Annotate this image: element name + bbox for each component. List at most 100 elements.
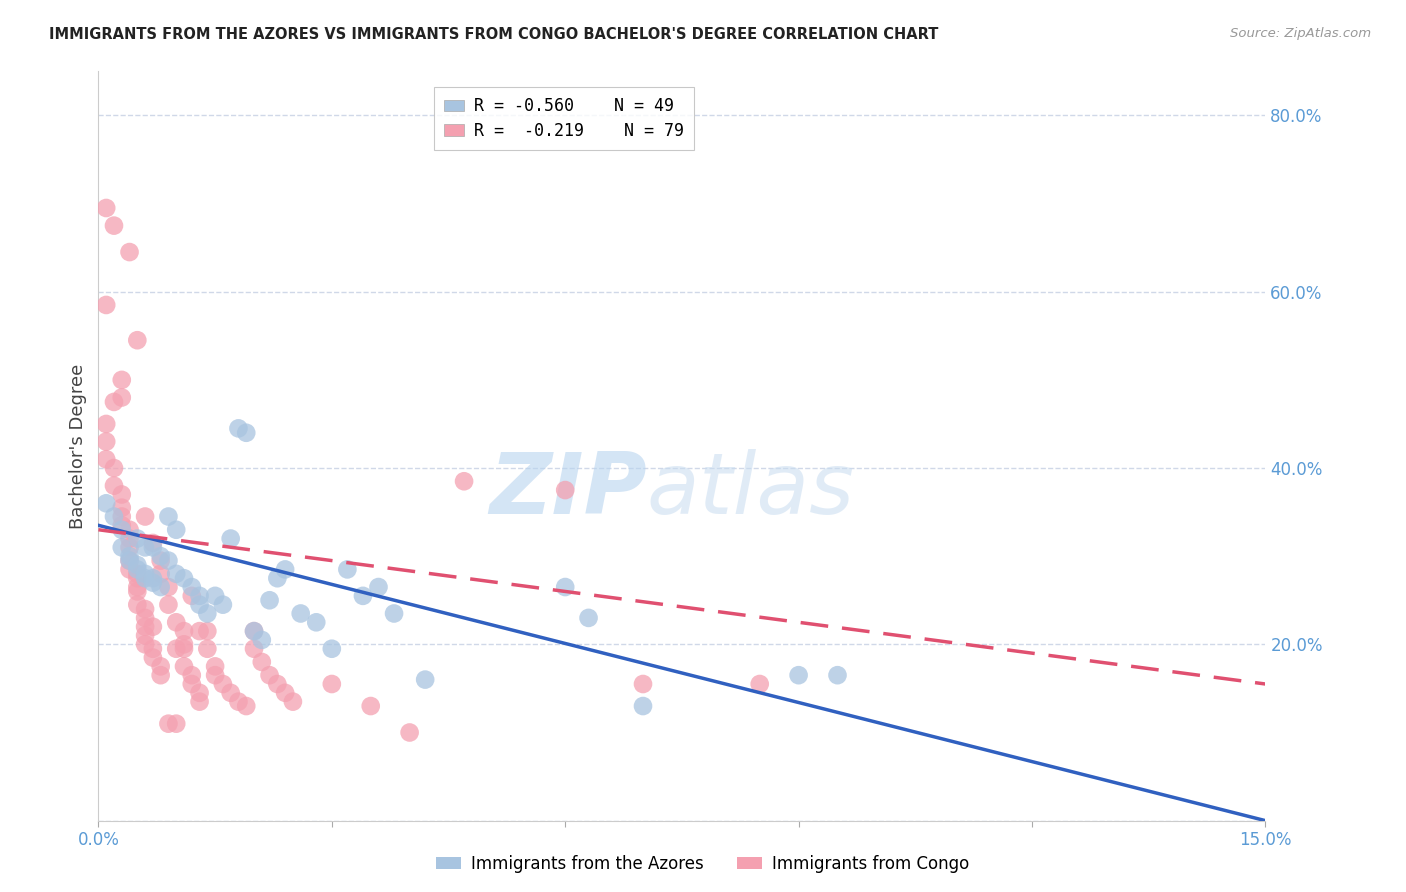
Point [157,716,180,731]
Point [188,598,211,612]
Point [149,668,172,682]
Point [165,523,187,537]
Point [188,589,211,603]
Point [111,500,134,515]
Point [188,686,211,700]
Point [142,575,165,590]
Point [165,566,187,581]
Point [103,219,125,233]
Point [827,668,849,682]
Point [235,699,257,714]
Point [134,602,156,616]
Point [578,611,600,625]
Point [127,333,149,347]
Point [398,725,420,739]
Point [195,624,218,639]
Point [180,677,202,691]
Point [165,641,187,656]
Point [149,553,172,567]
Point [118,245,141,260]
Point [250,655,273,669]
Point [111,518,134,533]
Point [631,677,654,691]
Point [118,549,141,564]
Point [142,641,165,656]
Point [111,541,134,555]
Point [127,584,149,599]
Legend: R = -0.560    N = 49, R =  -0.219    N = 79: R = -0.560 N = 49, R = -0.219 N = 79 [433,87,693,150]
Point [204,659,226,673]
Point [173,637,195,651]
Point [554,580,576,594]
Point [127,558,149,572]
Point [142,620,165,634]
Point [180,580,202,594]
Point [111,487,134,501]
Point [336,562,359,576]
Point [134,571,156,585]
Point [321,677,343,691]
Point [96,452,118,467]
Point [157,509,180,524]
Point [554,483,576,497]
Point [118,541,141,555]
Point [96,434,118,449]
Point [134,620,156,634]
Point [127,571,149,585]
Point [134,637,156,651]
Point [352,589,374,603]
Point [382,607,405,621]
Point [149,549,172,564]
Point [188,695,211,709]
Point [103,395,125,409]
Point [367,580,389,594]
Point [228,695,250,709]
Point [188,624,211,639]
Point [127,598,149,612]
Point [165,716,187,731]
Point [134,509,156,524]
Point [118,523,141,537]
Point [173,624,195,639]
Point [243,624,266,639]
Point [142,536,165,550]
Point [266,571,288,585]
Point [142,650,165,665]
Point [111,509,134,524]
Point [274,686,297,700]
Point [204,668,226,682]
Point [127,532,149,546]
Point [274,562,297,576]
Point [96,417,118,431]
Point [243,641,266,656]
Point [157,580,180,594]
Point [321,641,343,656]
Point [118,532,141,546]
Point [219,532,242,546]
Text: Source: ZipAtlas.com: Source: ZipAtlas.com [1230,27,1371,40]
Point [787,668,810,682]
Point [235,425,257,440]
Point [195,641,218,656]
Point [103,509,125,524]
Point [266,677,288,691]
Point [180,668,202,682]
Point [243,624,266,639]
Point [134,628,156,642]
Point [103,478,125,492]
Point [96,496,118,510]
Point [118,562,141,576]
Y-axis label: Bachelor's Degree: Bachelor's Degree [69,363,87,529]
Point [281,695,304,709]
Point [748,677,770,691]
Point [127,566,149,581]
Point [127,562,149,576]
Point [127,580,149,594]
Point [250,632,273,647]
Point [134,566,156,581]
Text: IMMIGRANTS FROM THE AZORES VS IMMIGRANTS FROM CONGO BACHELOR'S DEGREE CORRELATIO: IMMIGRANTS FROM THE AZORES VS IMMIGRANTS… [49,27,939,42]
Point [142,541,165,555]
Text: atlas: atlas [647,450,855,533]
Point [165,615,187,630]
Point [111,523,134,537]
